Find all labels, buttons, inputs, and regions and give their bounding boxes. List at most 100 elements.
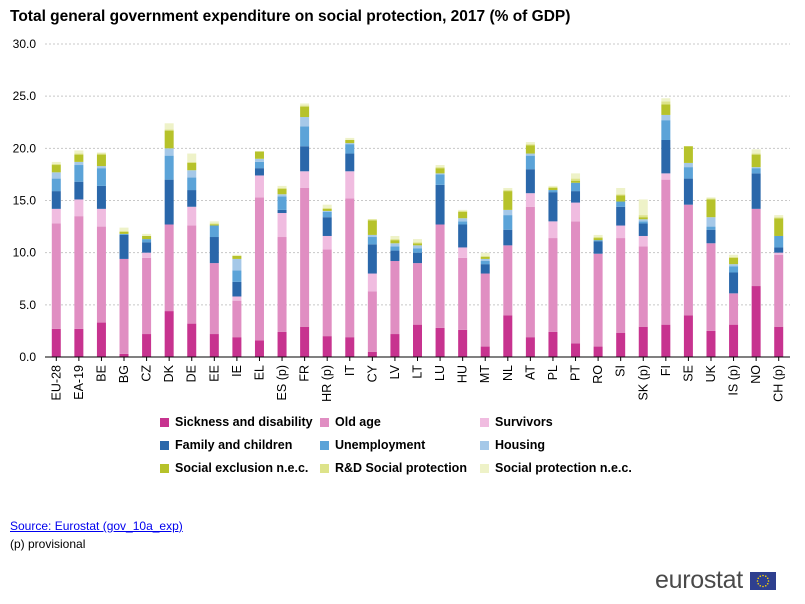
bar-segment-spnec [74,150,84,154]
bar-segment-sickness [706,330,716,357]
legend-swatch [320,441,329,450]
y-tick-label: 10.0 [13,246,37,260]
bar-segment-old_age [638,246,648,327]
bar-segment-housing [51,172,61,179]
bar-segment-old_age [209,263,219,335]
bar-segment-unemployment [638,221,648,224]
bar-segment-old_age [254,197,264,341]
flag-star [759,574,762,577]
bar-segment-unemployment [51,178,61,192]
legend-item-housing: Housing [480,438,545,452]
bar-segment-old_age [616,238,626,334]
bar-segment-family [300,146,310,172]
stacked-bar-chart: 0.0 5.0 10.0 15.0 20.0 25.0 30.0 EU-28 EA-19 BE BG… [13,37,790,402]
bar-segment-housing [458,218,468,222]
bar-segment-unemployment [729,266,739,273]
bar-segment-old_age [661,179,671,325]
bar-segment-housing [277,194,287,197]
legend-item-spnec: Social protection n.e.c. [480,461,632,475]
flag-star [762,574,765,576]
bar-segment-exclusion [774,218,784,236]
bar-segment-family [164,179,174,225]
bar-segment-sickness [616,333,626,357]
bar-segment-survivors [74,199,84,217]
bar-segment-spnec [593,234,603,238]
legend-item-sickness: Sickness and disability [160,415,313,429]
bar-segment-old_age [548,238,558,332]
legend-swatch [480,441,489,450]
bar-segment-family [96,185,106,209]
flag-star [768,579,770,582]
bar-segment-exclusion [435,168,445,174]
bar-segment-housing [683,162,693,168]
x-tick-label: CH (p) [772,365,786,402]
x-tick-label: ES (p) [275,365,289,400]
bar-segment-exclusion [51,165,61,173]
bar-segment-exclusion [571,180,581,183]
bar-segment-housing [638,219,648,222]
bar-segment-old_age [322,249,332,337]
bar-segment-spnec [300,103,310,106]
bars [51,98,784,357]
bar-segment-family [458,224,468,248]
bar-segment-spnec [187,153,197,162]
y-tick-label: 0.0 [19,350,36,364]
bar-segment-sickness [164,311,174,357]
bar-segment-exclusion [322,208,332,211]
bar-segment-spnec [435,165,445,168]
bar-segment-exclusion [119,231,129,234]
logo-text: eurostat [655,566,743,594]
bar-segment-unemployment [683,167,693,179]
bar-segment-family [616,206,626,226]
bar-segment-family [751,173,761,209]
bar-segment-sickness [254,340,264,357]
legend-swatch [480,418,489,427]
bar-segment-spnec [638,199,648,216]
bar-segment-exclusion [593,238,603,241]
source-link[interactable]: Source: Eurostat (gov_10a_exp) [10,519,183,533]
bar-segment-old_age [390,261,400,335]
bar-segment-sickness [51,328,61,357]
bar-segment-exclusion [367,220,377,235]
bar-segment-exclusion [209,224,219,226]
bar-segment-rnd [367,219,377,221]
x-tick-label: FI [659,365,673,376]
bar-segment-exclusion [525,145,535,154]
bar-segment-unemployment [751,168,761,174]
bar-segment-exclusion [187,162,197,171]
bar-segment-family [706,229,716,244]
x-tick-label: LU [433,365,447,381]
bar-segment-exclusion [164,130,174,149]
bar-segment-rnd [74,153,84,155]
bar-segment-sickness [232,337,242,357]
bar-segment-family [345,153,355,172]
bar-segment-exclusion [729,257,739,265]
x-tick-label: RO [591,365,605,384]
bar-segment-sickness [593,346,603,357]
bar-segment-unemployment [503,215,513,230]
bar-segment-sickness [390,334,400,357]
bar-segment-rnd [51,163,61,166]
bar-segment-family [571,191,581,203]
y-tick-label: 20.0 [13,141,37,155]
bar-segment-old_age [164,224,174,312]
x-tick-label: NL [501,365,515,381]
bar-segment-sickness [751,286,761,357]
bar-segment-old_age [413,263,422,325]
x-tick-label: BE [94,365,108,382]
bar-segment-sickness [435,327,445,357]
bar-segment-housing [74,161,84,166]
x-tick-label: PL [546,365,560,380]
legend-label: R&D Social protection [335,461,467,475]
bar-segment-survivors [322,235,332,250]
bar-segment-rnd [119,230,129,232]
bar-segment-family [277,209,287,214]
bar-segment-family [74,181,84,200]
bar-segment-exclusion [480,256,490,259]
bar-segment-spnec [322,204,332,208]
bar-segment-exclusion [683,146,693,163]
bar-segment-housing [232,258,242,271]
bar-segment-spnec [616,187,626,195]
bar-segment-family [774,247,784,253]
flag-star [767,582,769,585]
